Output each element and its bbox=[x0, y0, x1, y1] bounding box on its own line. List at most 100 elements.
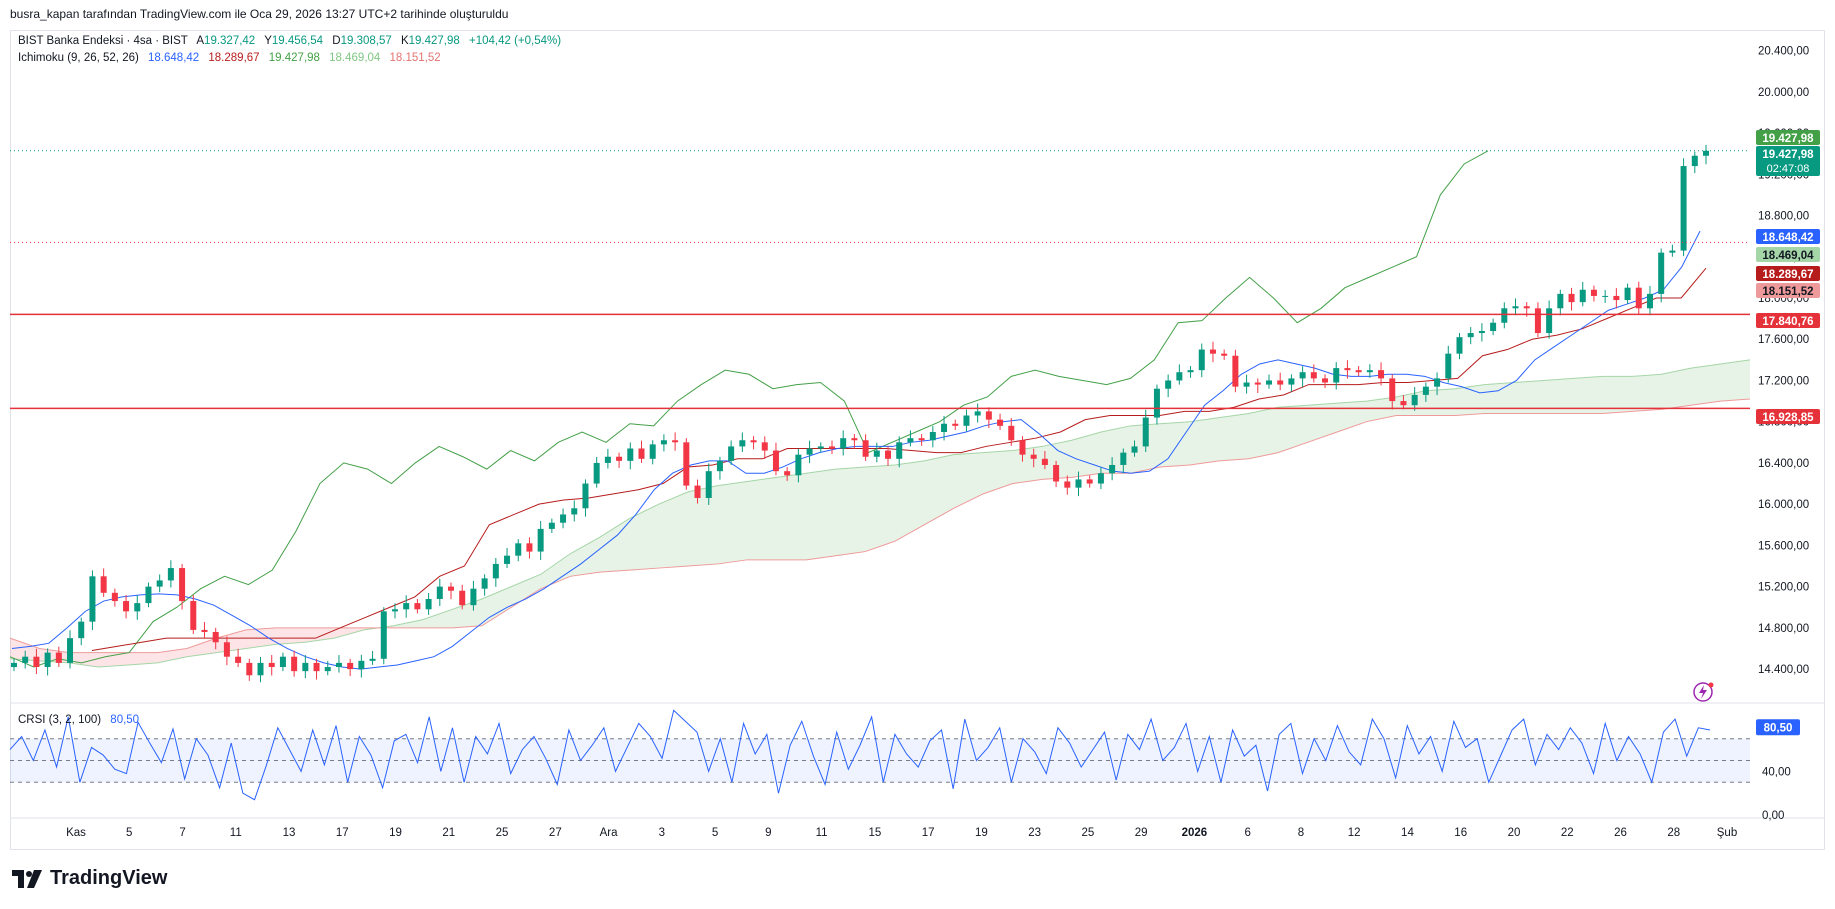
candle-down bbox=[985, 411, 992, 420]
candle-up bbox=[67, 638, 74, 663]
cloud-segment bbox=[1720, 359, 1750, 402]
crsi-value-label: 80,50 bbox=[1764, 722, 1793, 734]
x-tick-label: 17 bbox=[336, 827, 349, 839]
x-tick-label: 29 bbox=[1135, 827, 1148, 839]
cloud-segment bbox=[10, 638, 40, 661]
x-tick-label: 13 bbox=[283, 827, 296, 839]
candle-up bbox=[470, 588, 477, 606]
candle-up bbox=[929, 432, 936, 441]
cloud-segment bbox=[1248, 407, 1279, 459]
candle-down bbox=[750, 440, 757, 443]
candle-up bbox=[548, 522, 555, 529]
x-tick-label: 6 bbox=[1244, 827, 1250, 839]
change-value: +104,42 (+0,54%) bbox=[469, 35, 562, 47]
candle-down bbox=[1030, 454, 1037, 459]
candle-up bbox=[1490, 322, 1497, 331]
cloud-segment bbox=[776, 473, 807, 560]
cloud-segment bbox=[304, 627, 335, 643]
x-tick-label: 11 bbox=[816, 827, 828, 839]
cloud-segment bbox=[68, 652, 99, 668]
candle-up bbox=[1243, 382, 1250, 387]
cloud-segment bbox=[1602, 376, 1633, 414]
candle-down bbox=[414, 603, 421, 610]
x-tick-label: 16 bbox=[1454, 827, 1467, 839]
cloud-segment bbox=[688, 485, 718, 566]
cloud-segment bbox=[658, 491, 689, 569]
senkou-a-line bbox=[9, 359, 1751, 668]
x-tick-label: 5 bbox=[712, 827, 718, 839]
x-tick-label: 3 bbox=[659, 827, 665, 839]
candle-down bbox=[997, 419, 1004, 426]
cloud-segment bbox=[717, 481, 748, 564]
candle-down bbox=[784, 471, 791, 476]
price-label-text: 18.151,52 bbox=[1762, 286, 1813, 298]
x-tick-label: 21 bbox=[442, 827, 455, 839]
cloud-segment bbox=[1632, 374, 1662, 412]
price-label-text: 17.840,76 bbox=[1762, 316, 1813, 328]
candle-down bbox=[1590, 289, 1597, 296]
candle-up bbox=[582, 483, 589, 509]
candle-down bbox=[1232, 355, 1239, 387]
cloud-segment bbox=[865, 464, 895, 552]
cloud-segment bbox=[157, 648, 187, 663]
y-tick-label: 17.600,00 bbox=[1758, 334, 1809, 346]
x-tick-label: 25 bbox=[496, 827, 509, 839]
price-label-text: 19.427,98 bbox=[1762, 149, 1814, 161]
x-tick-label: 14 bbox=[1401, 827, 1414, 839]
candle-up bbox=[156, 580, 163, 587]
candle-up bbox=[1579, 289, 1586, 303]
tenkan-line bbox=[11, 230, 1701, 670]
candle-up bbox=[145, 586, 152, 604]
candle-down bbox=[1613, 295, 1620, 301]
x-tick-label: 8 bbox=[1298, 827, 1304, 839]
price-label-box bbox=[1756, 247, 1820, 262]
tradingview-logo[interactable]: TradingView bbox=[12, 867, 167, 890]
candle-up bbox=[279, 656, 286, 668]
y-tick-label: 20.000,00 bbox=[1758, 87, 1809, 99]
candle-up bbox=[1691, 155, 1698, 167]
cloud-segment bbox=[511, 574, 541, 608]
cloud-segment bbox=[835, 467, 866, 556]
price-chart[interactable]: 20.400,0020.000,0019.600,0019.200,0018.8… bbox=[0, 0, 1835, 860]
price-label-box bbox=[1756, 283, 1820, 298]
x-tick-label: 19 bbox=[389, 827, 402, 839]
candle-up bbox=[1422, 386, 1429, 395]
cloud-segment bbox=[1307, 403, 1338, 443]
candle-up bbox=[257, 662, 264, 676]
candle-up bbox=[1624, 287, 1631, 301]
candle-up bbox=[1602, 295, 1609, 297]
price-label-box bbox=[1756, 146, 1820, 176]
candle-down bbox=[246, 662, 253, 676]
candle-up bbox=[1669, 250, 1676, 253]
price-label-text: 18.289,67 bbox=[1762, 269, 1813, 281]
symbol-name: BIST Banka Endeksi · 4sa · BIST bbox=[18, 35, 188, 47]
candle-down bbox=[683, 442, 690, 486]
grid bbox=[10, 702, 1825, 819]
cloud-segment bbox=[1691, 363, 1721, 406]
cloud-segment bbox=[216, 629, 246, 653]
candle-up bbox=[335, 662, 342, 668]
x-tick-label: 2026 bbox=[1182, 827, 1208, 839]
cloud-segment bbox=[1042, 440, 1072, 480]
price-label-box bbox=[1756, 266, 1820, 281]
tenkan-value: 18.648,42 bbox=[148, 52, 200, 64]
price-labels: 19.427,98 19.427,98 02:47:08 18.648,42 18.46… bbox=[1756, 130, 1820, 424]
price-label-box bbox=[1756, 313, 1820, 328]
y-tick-label: 20.400,00 bbox=[1758, 46, 1809, 58]
candle-up bbox=[1680, 166, 1687, 251]
candle-down bbox=[201, 629, 208, 632]
candle-up bbox=[1176, 372, 1183, 381]
crsi-line bbox=[9, 709, 1711, 801]
candle-up bbox=[571, 508, 578, 515]
flash-icon-dot bbox=[1708, 682, 1714, 688]
candle-up bbox=[896, 442, 903, 459]
candle-down bbox=[1635, 287, 1642, 309]
low-value: 19.308,57 bbox=[340, 35, 392, 47]
cloud-segment bbox=[1573, 376, 1603, 414]
y-tick-label: 18.800,00 bbox=[1758, 211, 1809, 223]
cloud-segment bbox=[924, 454, 954, 525]
cloud-segment bbox=[452, 598, 482, 628]
cloud-segment bbox=[393, 619, 423, 628]
candle-down bbox=[100, 576, 107, 593]
crsi-label: CRSI (3, 2, 100) bbox=[18, 714, 102, 726]
